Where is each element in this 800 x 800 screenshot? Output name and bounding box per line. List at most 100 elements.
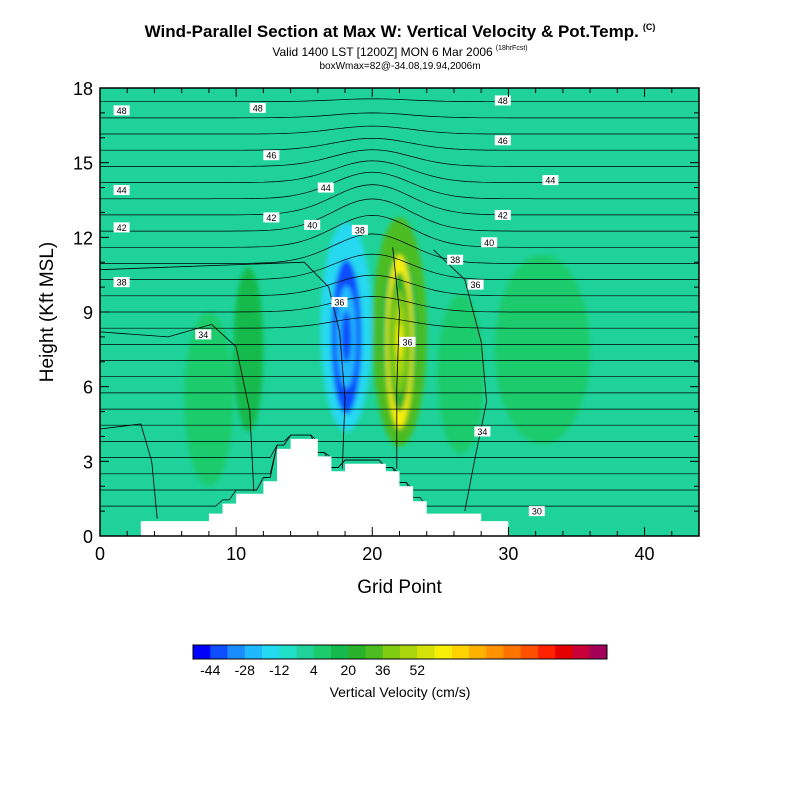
contour-label-text: 48 bbox=[253, 103, 263, 113]
contour-label-text: 48 bbox=[498, 96, 508, 106]
colorbar-swatch-9 bbox=[348, 645, 366, 659]
colorbar-swatch-15 bbox=[451, 645, 470, 659]
theta-contour-vertical-0 bbox=[100, 323, 255, 492]
theta-contour-vertical-3 bbox=[433, 249, 488, 512]
contour-label-text: 34 bbox=[477, 427, 487, 437]
theta-contour-12 bbox=[100, 296, 699, 313]
y-tick-label: 0 bbox=[83, 527, 93, 547]
y-tick-label: 15 bbox=[73, 154, 93, 174]
contour-label-11: 40 bbox=[304, 219, 321, 230]
contour-label-text: 36 bbox=[334, 298, 344, 308]
contour-label-5: 44 bbox=[113, 185, 130, 196]
colorbar-swatch-20 bbox=[538, 645, 556, 659]
colorbar-swatch-4 bbox=[262, 645, 280, 659]
colorbar-swatch-23 bbox=[589, 645, 608, 659]
contour-label-16: 36 bbox=[331, 297, 348, 308]
y-tick-label: 18 bbox=[73, 79, 93, 99]
contour-label-text: 46 bbox=[498, 136, 508, 146]
y-tick-label: 3 bbox=[83, 452, 93, 472]
theta-contour-16 bbox=[100, 215, 699, 248]
colorbar-swatch-2 bbox=[227, 645, 246, 659]
contour-label-text: 36 bbox=[402, 337, 412, 347]
colorbar-label: Vertical Velocity (cm/s) bbox=[329, 684, 471, 700]
contour-label-text: 38 bbox=[355, 225, 365, 235]
contour-label-box bbox=[447, 254, 464, 265]
contour-label-box bbox=[113, 222, 130, 233]
colorbar-swatch-10 bbox=[365, 645, 384, 659]
contour-label-text: 44 bbox=[117, 186, 127, 196]
contour-label-4: 46 bbox=[494, 135, 511, 146]
contour-label-1: 48 bbox=[249, 102, 266, 113]
theta-contour-vertical-4 bbox=[100, 423, 158, 519]
contour-label-8: 42 bbox=[113, 222, 130, 233]
box-info-text: boxWmax=82@-34.08,19.94,2006m bbox=[319, 61, 481, 72]
contour-label-12: 40 bbox=[481, 237, 498, 248]
contour-label-box bbox=[263, 150, 280, 161]
forecast-hour-text: (18hrFcst) bbox=[495, 45, 528, 52]
colorbar-swatch-1 bbox=[210, 645, 228, 659]
terrain bbox=[100, 438, 699, 536]
contour-label-box bbox=[113, 277, 130, 288]
contour-label-18: 36 bbox=[399, 336, 416, 347]
contour-label-box bbox=[317, 182, 334, 193]
y-tick-label: 9 bbox=[83, 303, 93, 323]
contour-label-21: 30 bbox=[528, 506, 545, 517]
contour-label-box bbox=[304, 219, 321, 230]
colorbar-swatch-7 bbox=[313, 645, 332, 659]
colorbar-tick-label: -12 bbox=[269, 662, 289, 678]
contour-label-box bbox=[494, 95, 511, 106]
colorbar-swatch-5 bbox=[279, 645, 297, 659]
colorbar-swatch-11 bbox=[382, 645, 401, 659]
contour-label-10: 42 bbox=[494, 209, 511, 220]
contour-label-3: 46 bbox=[263, 150, 280, 161]
colorbar-swatch-14 bbox=[434, 645, 453, 659]
contour-label-box bbox=[195, 329, 212, 340]
contour-label-box bbox=[467, 279, 484, 290]
x-tick-label: 0 bbox=[95, 544, 105, 564]
contour-label-text: 38 bbox=[450, 255, 460, 265]
contour-label-box bbox=[494, 135, 511, 146]
y-tick-label: 12 bbox=[73, 228, 93, 248]
colorbar-swatch-18 bbox=[503, 645, 522, 659]
colorbar-swatch-6 bbox=[296, 645, 315, 659]
x-axis-label: Grid Point bbox=[357, 577, 442, 598]
colorbar: -44 -28 -12 4 20 36 52 bbox=[192, 644, 608, 678]
theta-contour-14 bbox=[100, 253, 699, 280]
theta-contour-25 bbox=[100, 98, 699, 103]
contour-label-box bbox=[263, 212, 280, 223]
contour-label-text: 42 bbox=[498, 210, 508, 220]
colorbar-swatch-0 bbox=[193, 645, 211, 659]
copyright-mark: (C) bbox=[642, 22, 656, 32]
theta-contour-19 bbox=[100, 171, 699, 200]
colorbar-swatch-21 bbox=[555, 645, 573, 659]
colorbar-tick-label: 4 bbox=[310, 662, 318, 678]
contour-label-text: 38 bbox=[117, 278, 127, 288]
colorbar-swatch-22 bbox=[572, 645, 591, 659]
w-feature-3 bbox=[184, 312, 234, 487]
theta-contour-24 bbox=[100, 112, 699, 119]
x-tick-label: 40 bbox=[635, 544, 655, 564]
chart-title-text: Wind-Parallel Section at Max W: Vertical… bbox=[144, 22, 639, 41]
contour-label-box bbox=[351, 224, 368, 235]
contour-label-text: 48 bbox=[117, 106, 127, 116]
theta-contour-labels: 48 48 48 46 46 44 44 44 42 42 42 40 40 38 38 38 36 36 36 34… bbox=[113, 95, 559, 517]
contour-label-6: 44 bbox=[317, 182, 334, 193]
colorbar-swatch-3 bbox=[244, 645, 263, 659]
contour-label-0: 48 bbox=[113, 105, 130, 116]
contour-label-box bbox=[542, 175, 559, 186]
contour-label-17: 36 bbox=[467, 279, 484, 290]
contour-label-19: 34 bbox=[195, 329, 212, 340]
contour-label-box bbox=[481, 237, 498, 248]
colorbar-swatch-13 bbox=[417, 645, 435, 659]
contour-label-7: 44 bbox=[542, 175, 559, 186]
contour-label-text: 34 bbox=[198, 330, 208, 340]
contour-label-2: 48 bbox=[494, 95, 511, 106]
chart-subtitle: Valid 1400 LST [1200Z] MON 6 Mar 2006 (18… bbox=[100, 45, 700, 59]
theta-contour-vertical-2 bbox=[392, 247, 400, 469]
theta-contour-17 bbox=[100, 198, 699, 232]
contour-label-text: 44 bbox=[321, 183, 331, 193]
theta-contour-3 bbox=[100, 434, 699, 458]
contour-label-text: 42 bbox=[117, 223, 127, 233]
contour-label-15: 38 bbox=[113, 277, 130, 288]
